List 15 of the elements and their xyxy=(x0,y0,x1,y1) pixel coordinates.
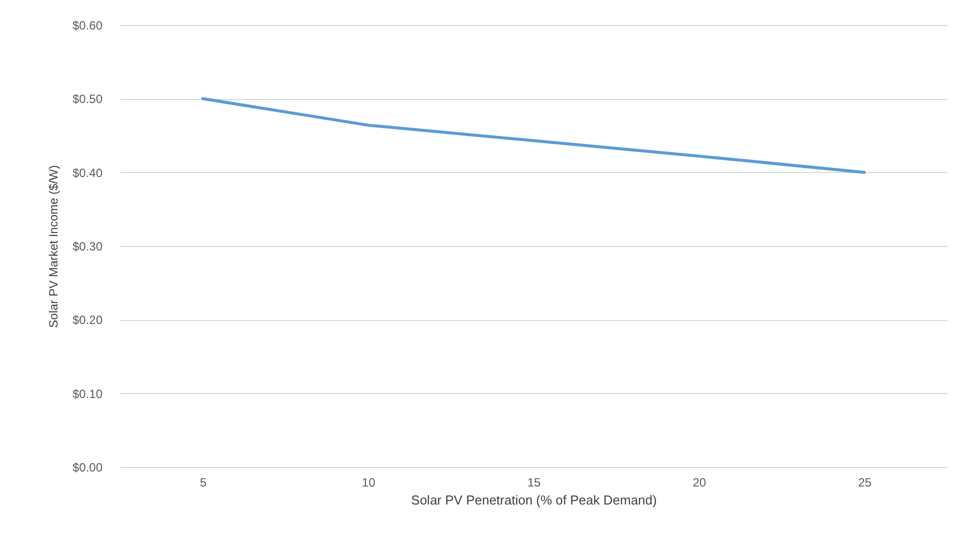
x-tick-label: 15 xyxy=(527,476,541,490)
line-series xyxy=(201,97,866,174)
x-tick-label: 10 xyxy=(362,476,376,490)
y-tick-label: $0.10 xyxy=(72,386,103,401)
y-tick-label: $0.20 xyxy=(72,313,103,328)
x-tick-label: 25 xyxy=(858,476,872,490)
x-tick-label: 5 xyxy=(200,476,207,490)
y-tick-label: $0.60 xyxy=(72,18,103,32)
y-tick-label: $0.50 xyxy=(72,92,103,106)
y-tick-label: $0.00 xyxy=(72,460,103,474)
y-tick-label: $0.30 xyxy=(72,240,103,254)
y-axis-title: Solar PV Market Income ($/W) xyxy=(46,165,60,328)
y-tick-label: $0.40 xyxy=(72,166,103,180)
x-axis-title: Solar PV Penetration (% of Peak Demand) xyxy=(411,492,657,508)
x-tick-label: 20 xyxy=(692,476,706,490)
